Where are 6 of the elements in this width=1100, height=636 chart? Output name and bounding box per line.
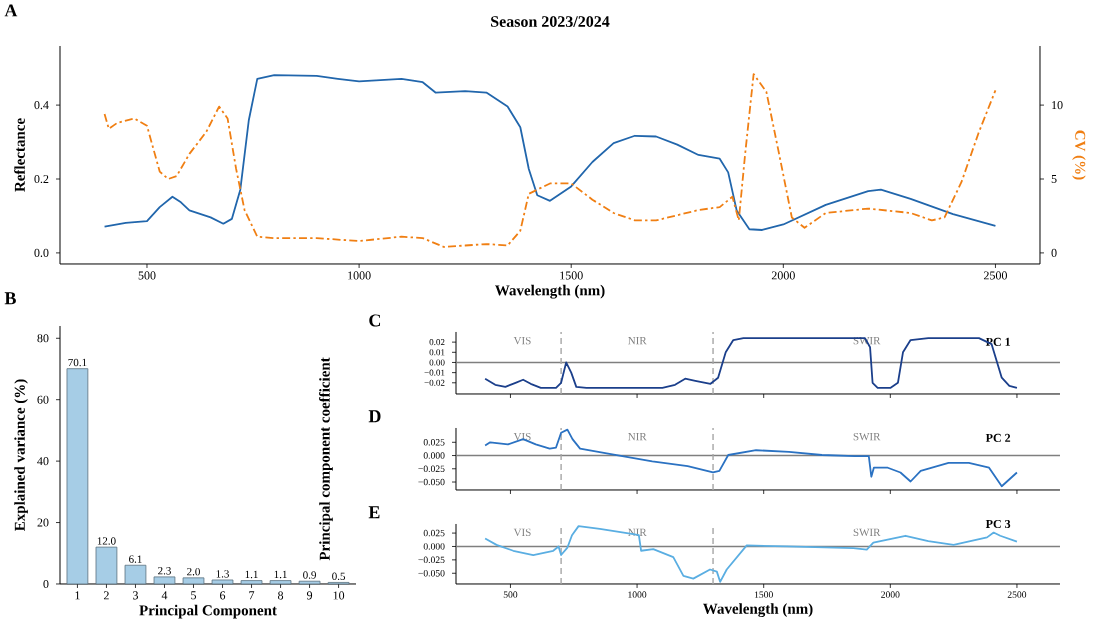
text: B <box>4 292 16 305</box>
text: C <box>369 314 381 327</box>
text: E <box>368 506 380 519</box>
chart-title: Season 2023/2024 <box>491 16 610 27</box>
text: D <box>368 410 381 423</box>
text: A <box>4 4 18 17</box>
